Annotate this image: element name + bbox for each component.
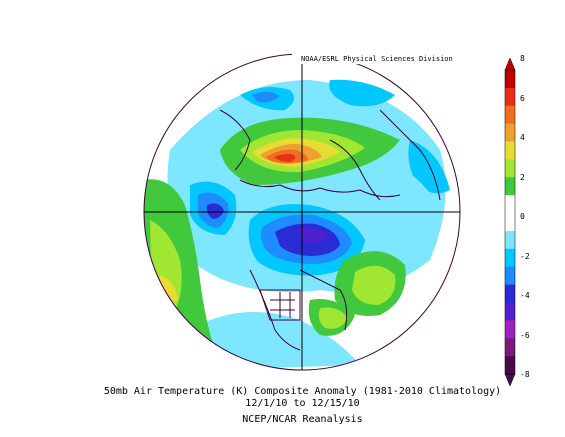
colorbar-max-arrow (504, 57, 516, 71)
colorbar-tick-label: -2 (520, 251, 530, 261)
blue-region-east (408, 140, 450, 194)
colorbar-band (505, 195, 515, 214)
blue2-region-topleft (252, 91, 280, 103)
blue3-region-bering (206, 203, 224, 219)
colorbar-outline (504, 69, 516, 375)
colorbar-band (505, 70, 515, 89)
colorbar-band (505, 141, 515, 160)
colorbar-tick-label: 4 (520, 133, 525, 142)
colorbar-tick-label: 8 (520, 54, 525, 63)
credit-label: NOAA/ESRL Physical Sciences Division (301, 55, 453, 63)
colorbar (504, 57, 516, 387)
caption-dates: 12/1/10 to 12/15/10 (245, 398, 360, 409)
yellowgreen-region-atlantic (352, 265, 396, 305)
colorbar-tick-label: 6 (520, 93, 525, 103)
colorbar-tick-label: 0 (520, 212, 525, 221)
colorbar-band (505, 356, 515, 375)
colorbar-band (505, 159, 515, 178)
caption-source: NCEP/NCAR Reanalysis (242, 414, 363, 425)
colorbar-tick-label: -6 (520, 330, 530, 340)
yellowgreen-region-se (318, 307, 348, 329)
red-region-north (274, 153, 296, 162)
colorbar-band (505, 338, 515, 357)
cyan-region-east (380, 160, 440, 222)
purple-region-canada (299, 227, 328, 244)
colorbar-band (505, 87, 515, 107)
colorbar-min-arrow (504, 373, 516, 387)
caption-title: 50mb Air Temperature (K) Composite Anoma… (103, 386, 502, 397)
colorbar-band (505, 248, 515, 268)
colorbar-band (505, 105, 515, 124)
colorbar-band (505, 302, 515, 321)
colorbar-tick-label: 2 (520, 172, 525, 182)
colorbar-band (505, 213, 515, 232)
colorbar-tick-label: -4 (520, 291, 530, 300)
colorbar-band (505, 177, 515, 196)
colorbar-band (505, 230, 515, 250)
credit-box (292, 52, 468, 64)
coastlines (219, 109, 441, 351)
colorbar-band (505, 123, 515, 142)
colorbar-band (505, 266, 515, 285)
blue-region-topright (329, 79, 395, 107)
colorbar-band (505, 284, 515, 303)
colorbar-tick-label: -8 (520, 370, 530, 379)
colorbar-band (505, 320, 515, 339)
